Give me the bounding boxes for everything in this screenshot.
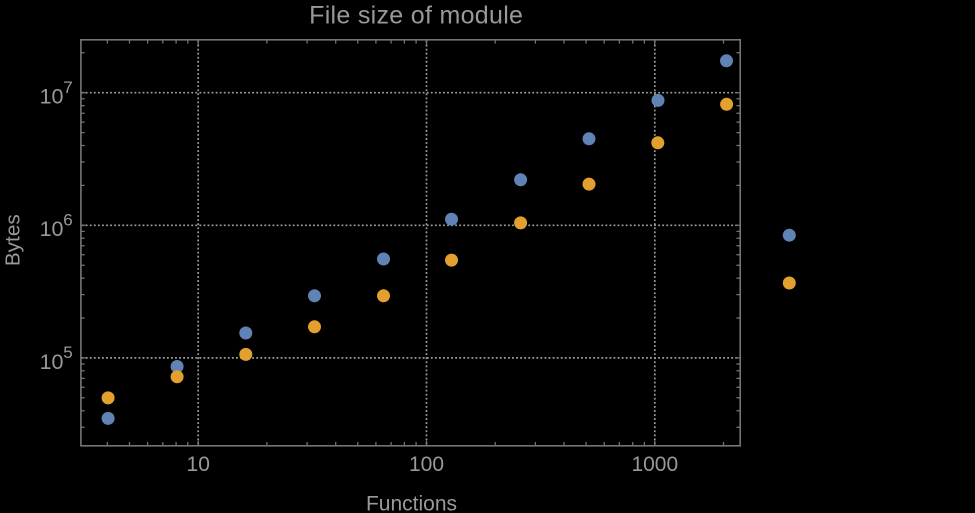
svg-text:File size of module: File size of module xyxy=(309,2,523,30)
svg-text:1000: 1000 xyxy=(631,453,678,476)
svg-text:10: 10 xyxy=(40,85,64,109)
svg-text:Bytes: Bytes xyxy=(2,214,25,266)
svg-text:7: 7 xyxy=(63,78,72,97)
svg-text:10: 10 xyxy=(40,217,64,241)
svg-text:6: 6 xyxy=(63,211,72,230)
svg-text:5: 5 xyxy=(63,343,72,362)
svg-text:10: 10 xyxy=(187,453,210,476)
svg-text:100: 100 xyxy=(409,453,444,476)
svg-text:10: 10 xyxy=(40,350,64,374)
svg-text:Functions: Functions xyxy=(366,492,457,513)
